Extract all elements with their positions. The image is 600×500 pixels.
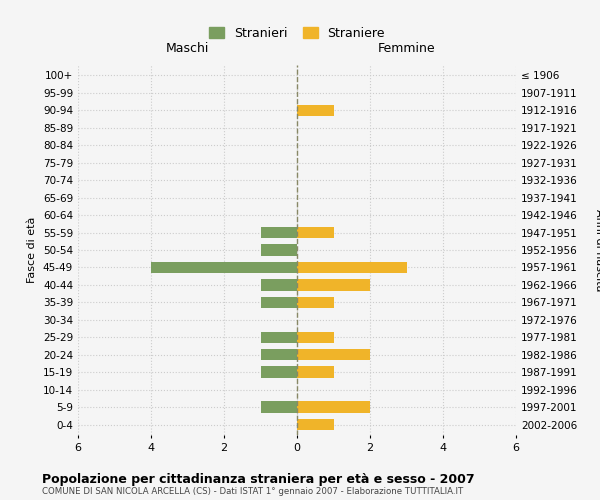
Bar (297, 349, 370, 360)
Bar (297, 104, 334, 116)
Bar (260, 296, 297, 308)
Y-axis label: Fasce di età: Fasce di età (28, 217, 37, 283)
Bar (297, 296, 334, 308)
Bar (297, 402, 370, 412)
Bar (260, 349, 297, 360)
Bar (260, 332, 297, 343)
Bar (297, 262, 407, 273)
Bar (297, 332, 334, 343)
Bar (297, 366, 334, 378)
Bar (297, 419, 334, 430)
Bar (297, 279, 370, 290)
Bar (260, 402, 297, 412)
Bar (260, 279, 297, 290)
Bar (151, 262, 297, 273)
Bar (260, 227, 297, 238)
Text: Femmine: Femmine (377, 42, 436, 54)
Y-axis label: Anni di nascita: Anni di nascita (594, 209, 600, 291)
Bar (297, 227, 334, 238)
Text: Maschi: Maschi (166, 42, 209, 54)
Bar (260, 366, 297, 378)
Legend: Stranieri, Straniere: Stranieri, Straniere (205, 23, 389, 44)
Bar (260, 244, 297, 256)
Text: Popolazione per cittadinanza straniera per età e sesso - 2007: Popolazione per cittadinanza straniera p… (42, 472, 475, 486)
Text: COMUNE DI SAN NICOLA ARCELLA (CS) - Dati ISTAT 1° gennaio 2007 - Elaborazione TU: COMUNE DI SAN NICOLA ARCELLA (CS) - Dati… (42, 488, 463, 496)
